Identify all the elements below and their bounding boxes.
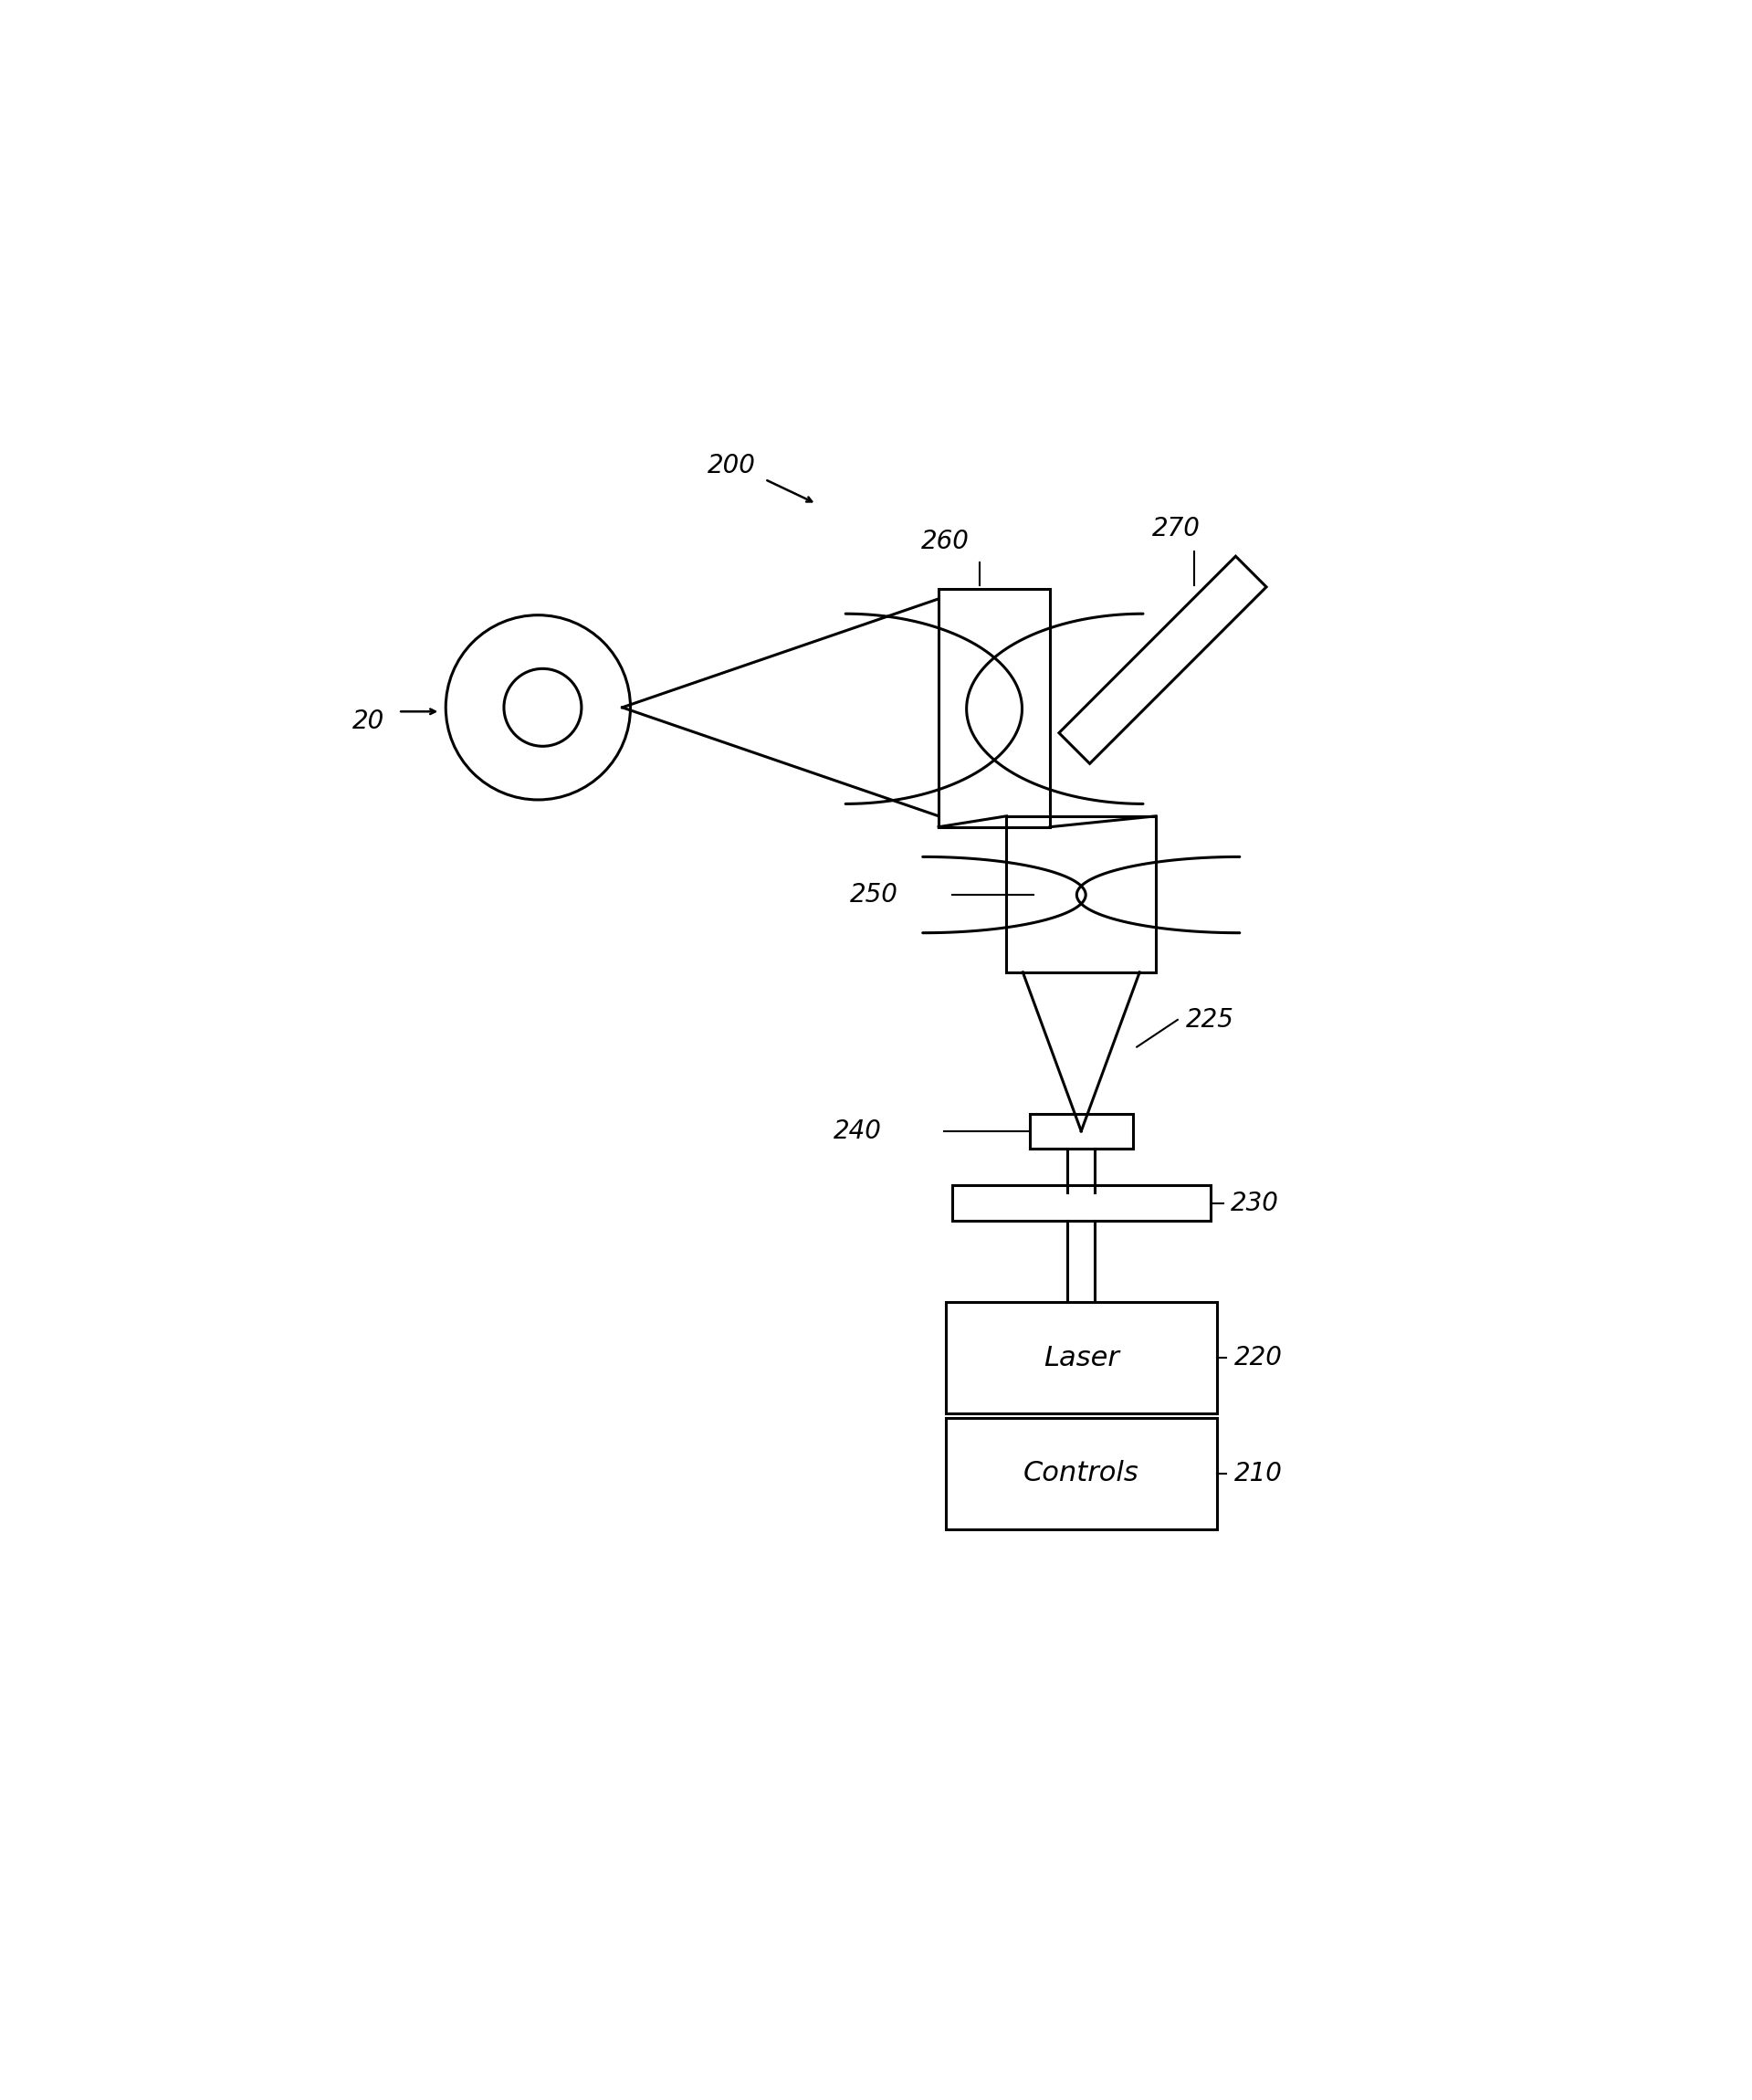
Text: 220: 220 xyxy=(1235,1346,1282,1371)
Text: Controls: Controls xyxy=(1023,1460,1139,1487)
Text: 240: 240 xyxy=(834,1119,881,1144)
Text: 225: 225 xyxy=(1186,1008,1233,1033)
Text: 20: 20 xyxy=(352,708,384,733)
Text: 230: 230 xyxy=(1230,1191,1279,1216)
Bar xyxy=(939,590,1049,827)
Bar xyxy=(953,1184,1211,1220)
Bar xyxy=(1030,1113,1134,1149)
Text: Laser: Laser xyxy=(1044,1344,1120,1371)
Text: 260: 260 xyxy=(922,529,969,554)
Text: 210: 210 xyxy=(1235,1460,1282,1487)
Text: 270: 270 xyxy=(1153,517,1200,542)
Bar xyxy=(1006,817,1156,972)
Bar xyxy=(946,1418,1218,1529)
Text: 200: 200 xyxy=(708,454,757,479)
Text: 250: 250 xyxy=(850,882,897,907)
Bar xyxy=(946,1302,1218,1413)
